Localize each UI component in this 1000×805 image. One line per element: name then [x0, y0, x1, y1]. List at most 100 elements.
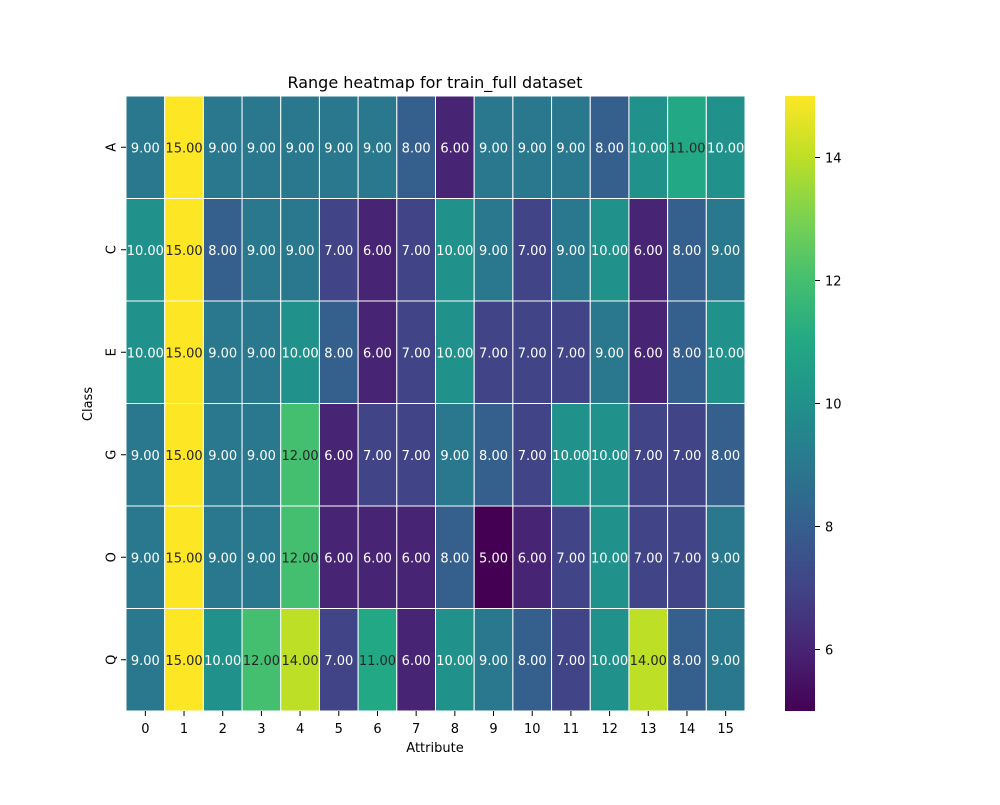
- x-tick-label: 14: [679, 722, 696, 737]
- cell-value-label: 7.00: [672, 449, 701, 464]
- heatmap-cell: [202, 403, 243, 507]
- heatmap-cell: [628, 95, 669, 199]
- colorbar-tick-label: 8: [825, 521, 833, 536]
- heatmap-cell: [667, 505, 707, 609]
- heatmap-cell: [241, 198, 282, 302]
- x-axis-ticks: 0 1 2 3 4 5 6 7 8 9 10 11 12 13 14 15: [141, 711, 734, 737]
- heatmap-cell: [125, 95, 166, 199]
- cell-value-label: 9.00: [247, 551, 276, 566]
- cell-value-label: 7.00: [556, 654, 585, 669]
- x-tick-label: 15: [717, 722, 734, 737]
- heatmap-cell: [512, 505, 553, 609]
- cell-value-label: 7.00: [402, 346, 431, 361]
- cell-value-label: 10.00: [591, 551, 628, 566]
- y-axis-label: Class: [81, 387, 96, 421]
- heatmap-cell: [473, 505, 514, 609]
- cell-value-label: 14.00: [630, 654, 667, 669]
- heatmap-cell: [589, 300, 630, 404]
- cell-value-label: 9.00: [518, 141, 547, 156]
- cell-value-label: 9.00: [247, 141, 276, 156]
- cell-value-label: 10.00: [436, 654, 473, 669]
- cell-value-label: 7.00: [556, 551, 585, 566]
- cell-value-label: 10.00: [281, 346, 318, 361]
- cell-value-label: 10.00: [630, 141, 667, 156]
- cell-value-label: 11.00: [668, 141, 705, 156]
- cell-value-label: 7.00: [672, 551, 701, 566]
- cell-value-label: 9.00: [479, 141, 508, 156]
- heatmap-cell: [357, 198, 398, 302]
- heatmap-cell: [667, 300, 707, 404]
- x-axis-label: Attribute: [406, 741, 463, 756]
- heatmap-cell: [357, 300, 398, 404]
- cell-value-label: 10.00: [436, 346, 473, 361]
- cell-value-label: 6.00: [518, 551, 547, 566]
- heatmap-cell: [280, 300, 320, 404]
- colorbar-tick-label: 14: [825, 152, 842, 167]
- cell-value-label: 6.00: [634, 346, 663, 361]
- cell-value-label: 15.00: [165, 449, 202, 464]
- cell-value-label: 8.00: [672, 346, 701, 361]
- cell-value-label: 9.00: [131, 654, 160, 669]
- heatmap-cell: [705, 608, 746, 712]
- cell-value-label: 7.00: [402, 244, 431, 259]
- heatmap-cell: [589, 505, 630, 609]
- heatmap-cell: [396, 95, 436, 199]
- heatmap-cell: [435, 608, 475, 712]
- heatmap-cell: [280, 505, 320, 609]
- cell-value-label: 9.00: [286, 244, 315, 259]
- cell-value-label: 9.00: [208, 346, 237, 361]
- heatmap-cell: [705, 95, 746, 199]
- cell-value-label: 9.00: [324, 141, 353, 156]
- cell-value-label: 9.00: [711, 551, 740, 566]
- heatmap-cell: [280, 608, 320, 712]
- cell-value-label: 9.00: [711, 654, 740, 669]
- y-tick-label: Q: [105, 655, 120, 665]
- cell-value-label: 6.00: [634, 244, 663, 259]
- cell-value-label: 10.00: [707, 141, 744, 156]
- cell-value-label: 10.00: [591, 244, 628, 259]
- cell-value-label: 12.00: [243, 654, 280, 669]
- cell-value-label: 9.00: [131, 551, 160, 566]
- cell-value-label: 9.00: [440, 449, 469, 464]
- x-tick-label: 7: [412, 722, 420, 737]
- cell-value-label: 15.00: [165, 654, 202, 669]
- cell-value-label: 9.00: [247, 449, 276, 464]
- cell-value-label: 5.00: [479, 551, 508, 566]
- cell-value-label: 6.00: [324, 551, 353, 566]
- x-tick-label: 12: [601, 722, 618, 737]
- cell-value-label: 8.00: [479, 449, 508, 464]
- heatmap-cell: [357, 403, 398, 507]
- heatmap-cell: [628, 505, 669, 609]
- heatmap-cell: [241, 608, 282, 712]
- cell-value-label: 8.00: [324, 346, 353, 361]
- cell-value-label: 9.00: [247, 244, 276, 259]
- x-tick-label: 2: [219, 722, 227, 737]
- cell-value-label: 9.00: [208, 141, 237, 156]
- cell-value-label: 8.00: [672, 244, 701, 259]
- heatmap-cell: [396, 403, 436, 507]
- heatmap-cell: [164, 505, 204, 609]
- heatmap-cell: [357, 608, 398, 712]
- heatmap-cell: [202, 505, 243, 609]
- heatmap-cell: [318, 95, 359, 199]
- heatmap-cell: [667, 198, 707, 302]
- x-tick-label: 9: [489, 722, 497, 737]
- cell-value-label: 7.00: [634, 449, 663, 464]
- cell-value-label: 11.00: [359, 654, 396, 669]
- cell-value-label: 12.00: [281, 449, 318, 464]
- y-tick-label: O: [105, 552, 120, 562]
- cell-value-label: 8.00: [518, 654, 547, 669]
- cell-value-label: 9.00: [479, 654, 508, 669]
- cell-value-label: 9.00: [131, 141, 160, 156]
- heatmap-cell: [551, 95, 591, 199]
- cell-value-label: 15.00: [165, 141, 202, 156]
- heatmap-cell: [667, 608, 707, 712]
- heatmap-cell: [164, 403, 204, 507]
- heatmap-cell: [396, 300, 436, 404]
- cell-value-label: 8.00: [440, 551, 469, 566]
- cell-value-label: 15.00: [165, 346, 202, 361]
- heatmap-cell: [705, 505, 746, 609]
- colorbar-ticks: 6 8 10 12 14: [815, 152, 842, 659]
- heatmap-cell: [473, 95, 514, 199]
